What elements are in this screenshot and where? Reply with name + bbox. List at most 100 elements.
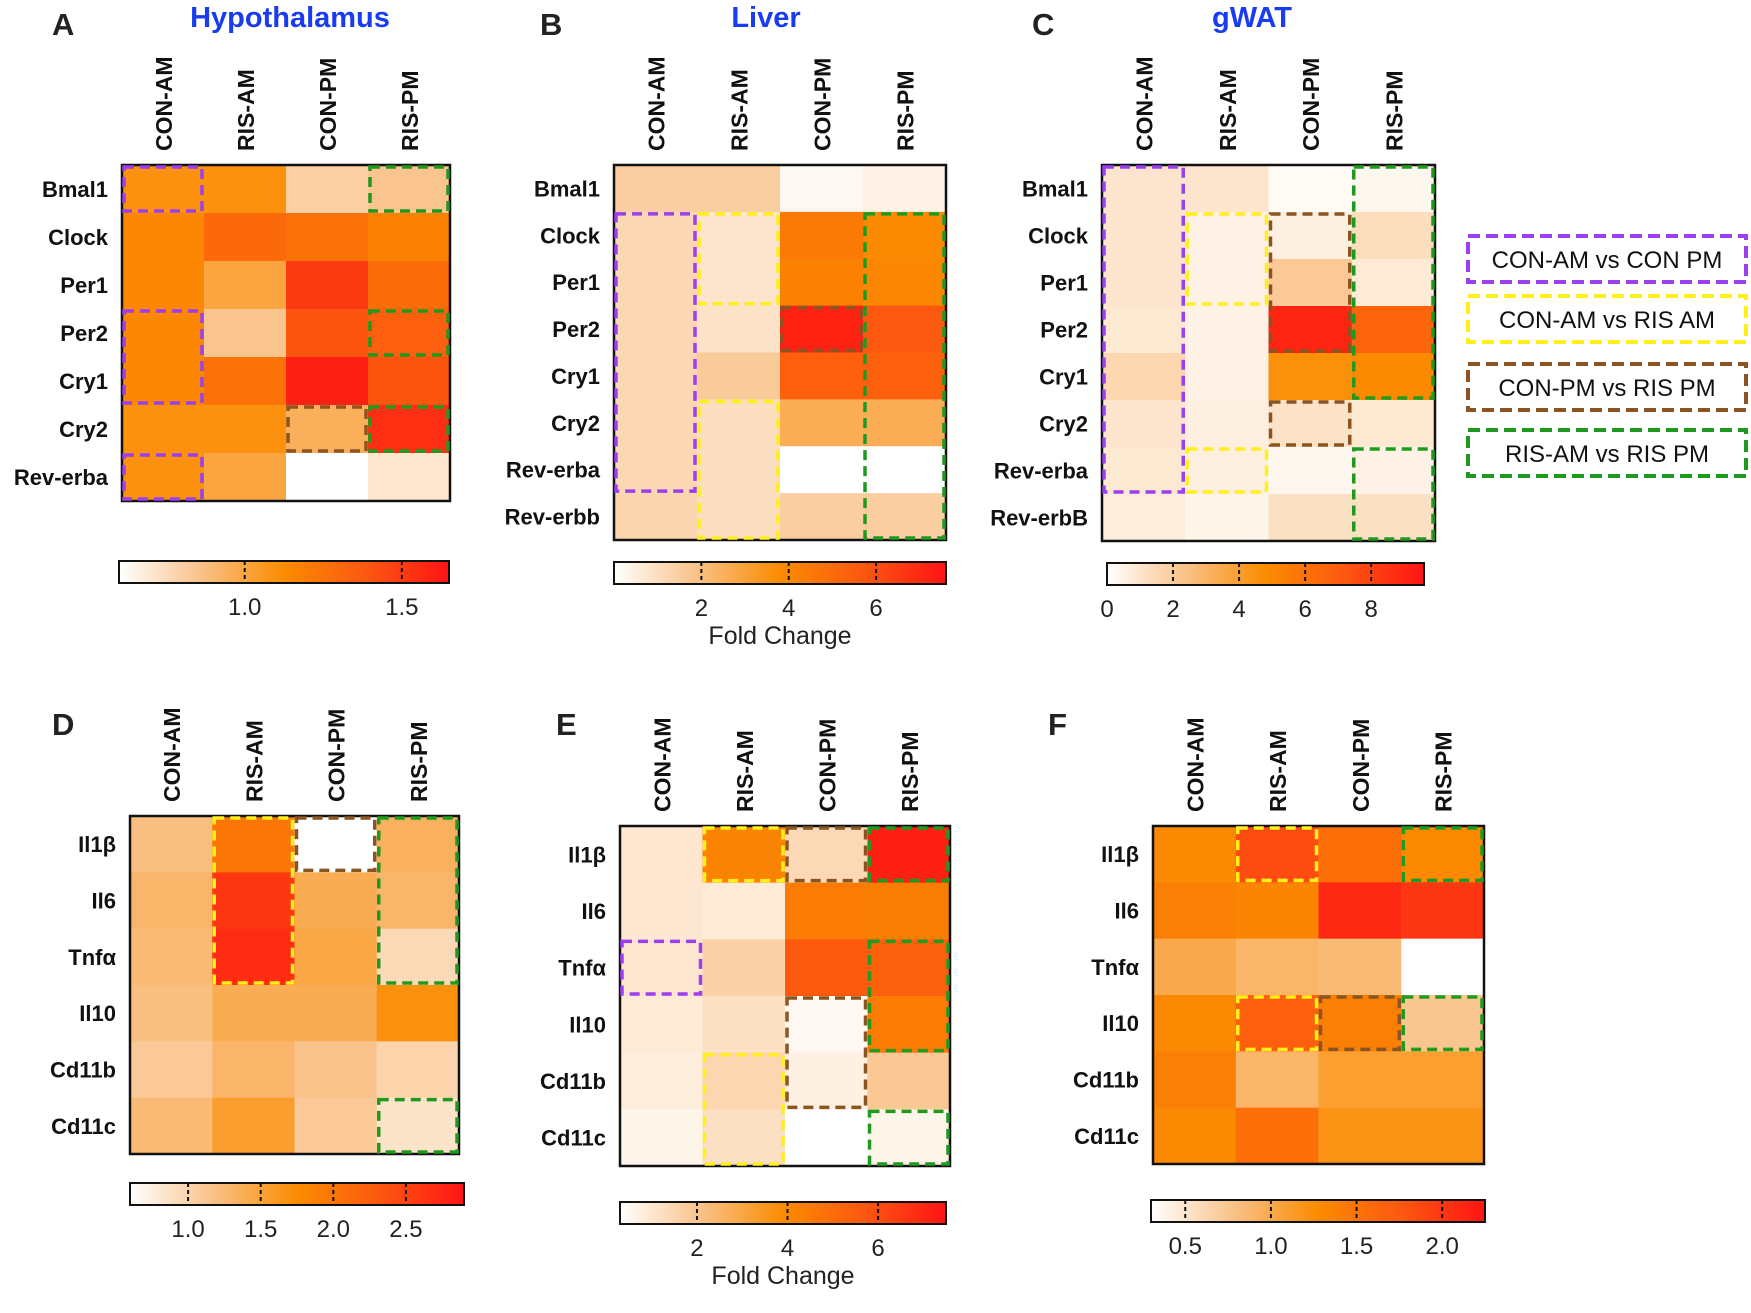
heatmap-cell [785,882,868,940]
heatmap-cell [212,1041,295,1099]
colorbar-tick-label: 6 [871,1235,884,1262]
heatmap-cell [1185,306,1269,354]
heatmap-cell [620,1109,703,1167]
heatmap-cell [376,1097,460,1155]
heatmap-cell [780,305,864,353]
heatmap-cell [614,493,698,541]
heatmap-cell [867,1052,951,1110]
heatmap-cell [368,213,451,262]
panel-f: F CON-AM RIS-AM CON-PM RIS-PM Il1β Il6 Tnfα Il10… [1048,707,1486,1260]
heatmap-cell [1401,995,1485,1052]
heatmap-cell [614,399,698,447]
heatmap-cell [614,165,698,213]
row-label: Tnfα [558,956,606,981]
column-label: CON-AM [159,707,185,802]
highlight-box-ris-am-vs-ris-pm [1352,165,1435,400]
highlight-box-con-am-vs-ris-am [1236,995,1319,1052]
row-label: Il1β [78,832,116,857]
colorbar-tick-label: 2.0 [1425,1233,1458,1260]
heatmap-cell [122,261,205,310]
row-label: Il6 [582,899,606,924]
row-label: Il6 [92,889,116,914]
heatmap-cell [1268,447,1353,495]
heatmap-cell [1318,1107,1402,1165]
heatmap-cell [1102,400,1186,448]
legend-swatch-con-pm-vs-ris-pm [1466,362,1748,412]
column-label: CON-PM [814,719,840,812]
row-label: Cd11c [1074,1124,1139,1149]
heatmap-cell [212,872,295,930]
row-label: Il10 [79,1001,116,1026]
heatmap-cell [785,826,868,884]
heatmap-cell [122,357,205,406]
panel-letter: C [1032,7,1054,42]
column-label: CON-PM [810,58,836,151]
heatmap-cell [620,1052,703,1110]
column-label: RIS-AM [727,69,753,151]
heatmap-cell [620,826,703,884]
column-label: RIS-PM [397,71,423,152]
heatmap-cell [1268,353,1353,401]
heatmap-cell [780,258,864,307]
legend-label: CON-AM vs CON PM [1492,247,1723,274]
highlight-box-ris-am-vs-ris-pm [368,309,450,357]
panel-title: Liver [731,2,800,34]
heatmap-cell [1268,494,1353,542]
row-label: Per2 [552,317,600,342]
highlight-box-con-pm-vs-ris-pm [286,405,368,453]
row-label: Cry2 [1039,412,1088,437]
heatmap-cell [1401,1107,1485,1165]
heatmap-cell [785,996,868,1054]
row-label: Tnfα [1091,955,1139,980]
heatmap-cell [1318,882,1402,940]
highlight-box-con-am-vs-con-pm [122,309,204,405]
heatmap-cell [1351,447,1436,495]
heatmap-cell [1351,212,1436,260]
heatmap-cell [785,939,868,997]
heatmap-frame [612,163,948,542]
heatmap-cell [1153,882,1237,940]
heatmap-cell [204,357,287,406]
highlight-box-con-am-vs-con-pm [122,453,204,501]
legend-label: CON-PM vs RIS PM [1498,375,1715,402]
colorbar-tick-label: 0.5 [1169,1233,1202,1260]
heatmap-cell [1102,447,1186,495]
row-label: Cry1 [59,369,108,394]
row-label: Cry2 [59,417,108,442]
heatmap-cell [286,261,369,310]
colorbar [118,560,450,584]
heatmap-cell [1153,1107,1237,1165]
row-label: Cry1 [1039,365,1088,390]
heatmap-cell [614,258,698,307]
panel-letter: D [52,707,74,742]
heatmap-cell [697,305,781,353]
column-label: RIS-AM [233,69,259,151]
highlight-box-con-pm-vs-ris-pm [294,816,377,873]
highlight-box-con-pm-vs-ris-pm [1268,400,1352,447]
heatmap-cell [863,258,947,307]
heatmap-cell [294,928,378,986]
heatmap-cell [1185,353,1269,401]
heatmap-cell [1318,938,1402,996]
heatmap-cell [1318,995,1402,1052]
heatmap-cell [1351,353,1436,401]
heatmap-cell [1268,212,1353,260]
colorbar-tick-label: 1.5 [244,1216,277,1243]
heatmap-cell [1153,938,1237,996]
heatmap-cell [614,446,698,494]
column-label: CON-AM [649,717,675,812]
heatmap-frame [1151,824,1486,1166]
heatmap-cell [867,939,951,997]
heatmap-cell [1102,165,1186,213]
highlight-box-con-am-vs-con-pm [122,165,204,213]
heatmap-cell [130,872,213,930]
heatmap-cell [122,453,205,502]
heatmap-cell [702,882,786,940]
colorbar [613,561,947,585]
row-label: Bmal1 [1022,177,1088,202]
heatmap-cell [204,405,287,454]
panel-letter: A [52,7,74,42]
row-label: Bmal1 [534,176,600,201]
highlight-box-con-pm-vs-ris-pm [780,305,863,353]
